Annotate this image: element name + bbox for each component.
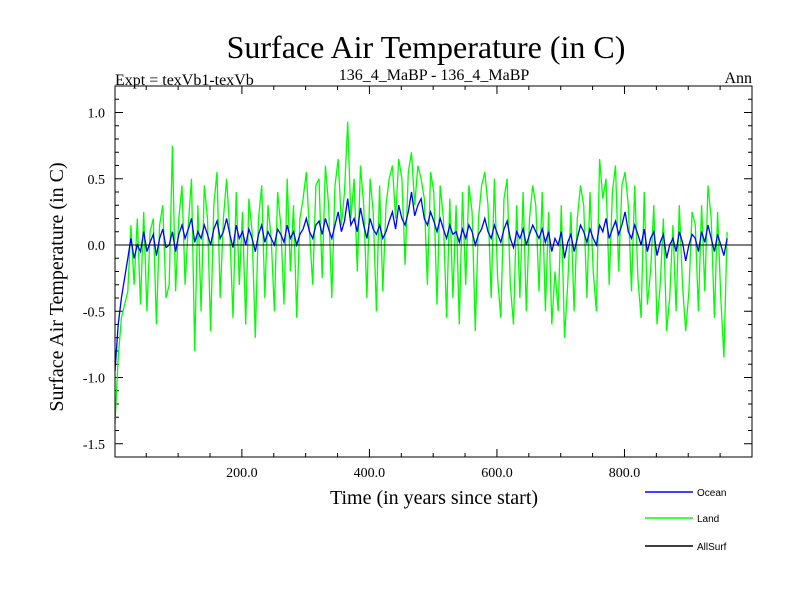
series-line-ocean (114, 191, 728, 371)
season-label: Ann (724, 70, 752, 87)
y-tick-label: -1.5 (83, 438, 105, 453)
y-tick-label: 1.0 (88, 107, 106, 122)
x-tick-label: 600.0 (481, 466, 513, 481)
legend: Ocean Land AllSurf (645, 488, 727, 553)
x-tick-label: 200.0 (226, 466, 258, 481)
experiment-label: Expt = texVb1-texVb (115, 72, 254, 89)
y-tick-label: 0.0 (88, 239, 106, 254)
series-line-land (114, 121, 728, 424)
plot-frame (114, 85, 753, 458)
y-tick-label: -0.5 (83, 305, 105, 320)
x-tick-label: 800.0 (609, 466, 641, 481)
y-tick-label: 0.5 (88, 173, 106, 188)
x-tick-label: 400.0 (354, 466, 386, 481)
legend-label-land: Land (697, 514, 719, 525)
chart-title: Surface Air Temperature (in C) (227, 29, 626, 65)
x-axis-label: Time (in years since start) (330, 487, 538, 509)
legend-label-ocean: Ocean (697, 488, 726, 499)
y-axis-label: Surface Air Temperature (in C) (46, 162, 68, 411)
legend-label-allsurf: AllSurf (697, 542, 727, 553)
y-tick-label: -1.0 (83, 372, 105, 387)
period-label: 136_4_MaBP - 136_4_MaBP (339, 67, 530, 84)
